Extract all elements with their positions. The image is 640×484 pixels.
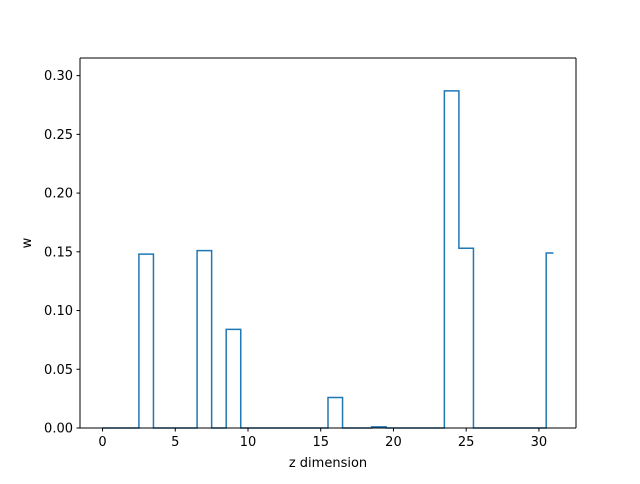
x-tick-label: 0 [98, 435, 106, 450]
x-axis-label: z dimension [289, 456, 367, 471]
x-tick-label: 5 [171, 435, 179, 450]
x-tick-label: 20 [385, 435, 402, 450]
y-tick-label: 0.05 [44, 363, 73, 378]
y-tick-label: 0.25 [44, 128, 73, 143]
x-tick-label: 15 [312, 435, 329, 450]
y-tick-label: 0.10 [44, 304, 73, 319]
y-tick-label: 0.00 [44, 422, 73, 437]
x-tick-label: 30 [531, 435, 548, 450]
x-tick-label: 25 [458, 435, 475, 450]
axes-spines [79, 57, 577, 429]
plot-area [80, 58, 576, 428]
y-tick-label: 0.30 [44, 69, 73, 84]
y-tick-label: 0.20 [44, 187, 73, 202]
y-axis-label: w [20, 237, 35, 248]
y-axis-ticks: 0.00 0.05 0.10 0.15 0.20 0.25 0.30 [44, 69, 80, 437]
y-tick-label: 0.15 [44, 245, 73, 260]
x-axis-ticks: 0 5 10 15 20 25 30 [98, 428, 547, 450]
x-tick-label: 10 [240, 435, 257, 450]
